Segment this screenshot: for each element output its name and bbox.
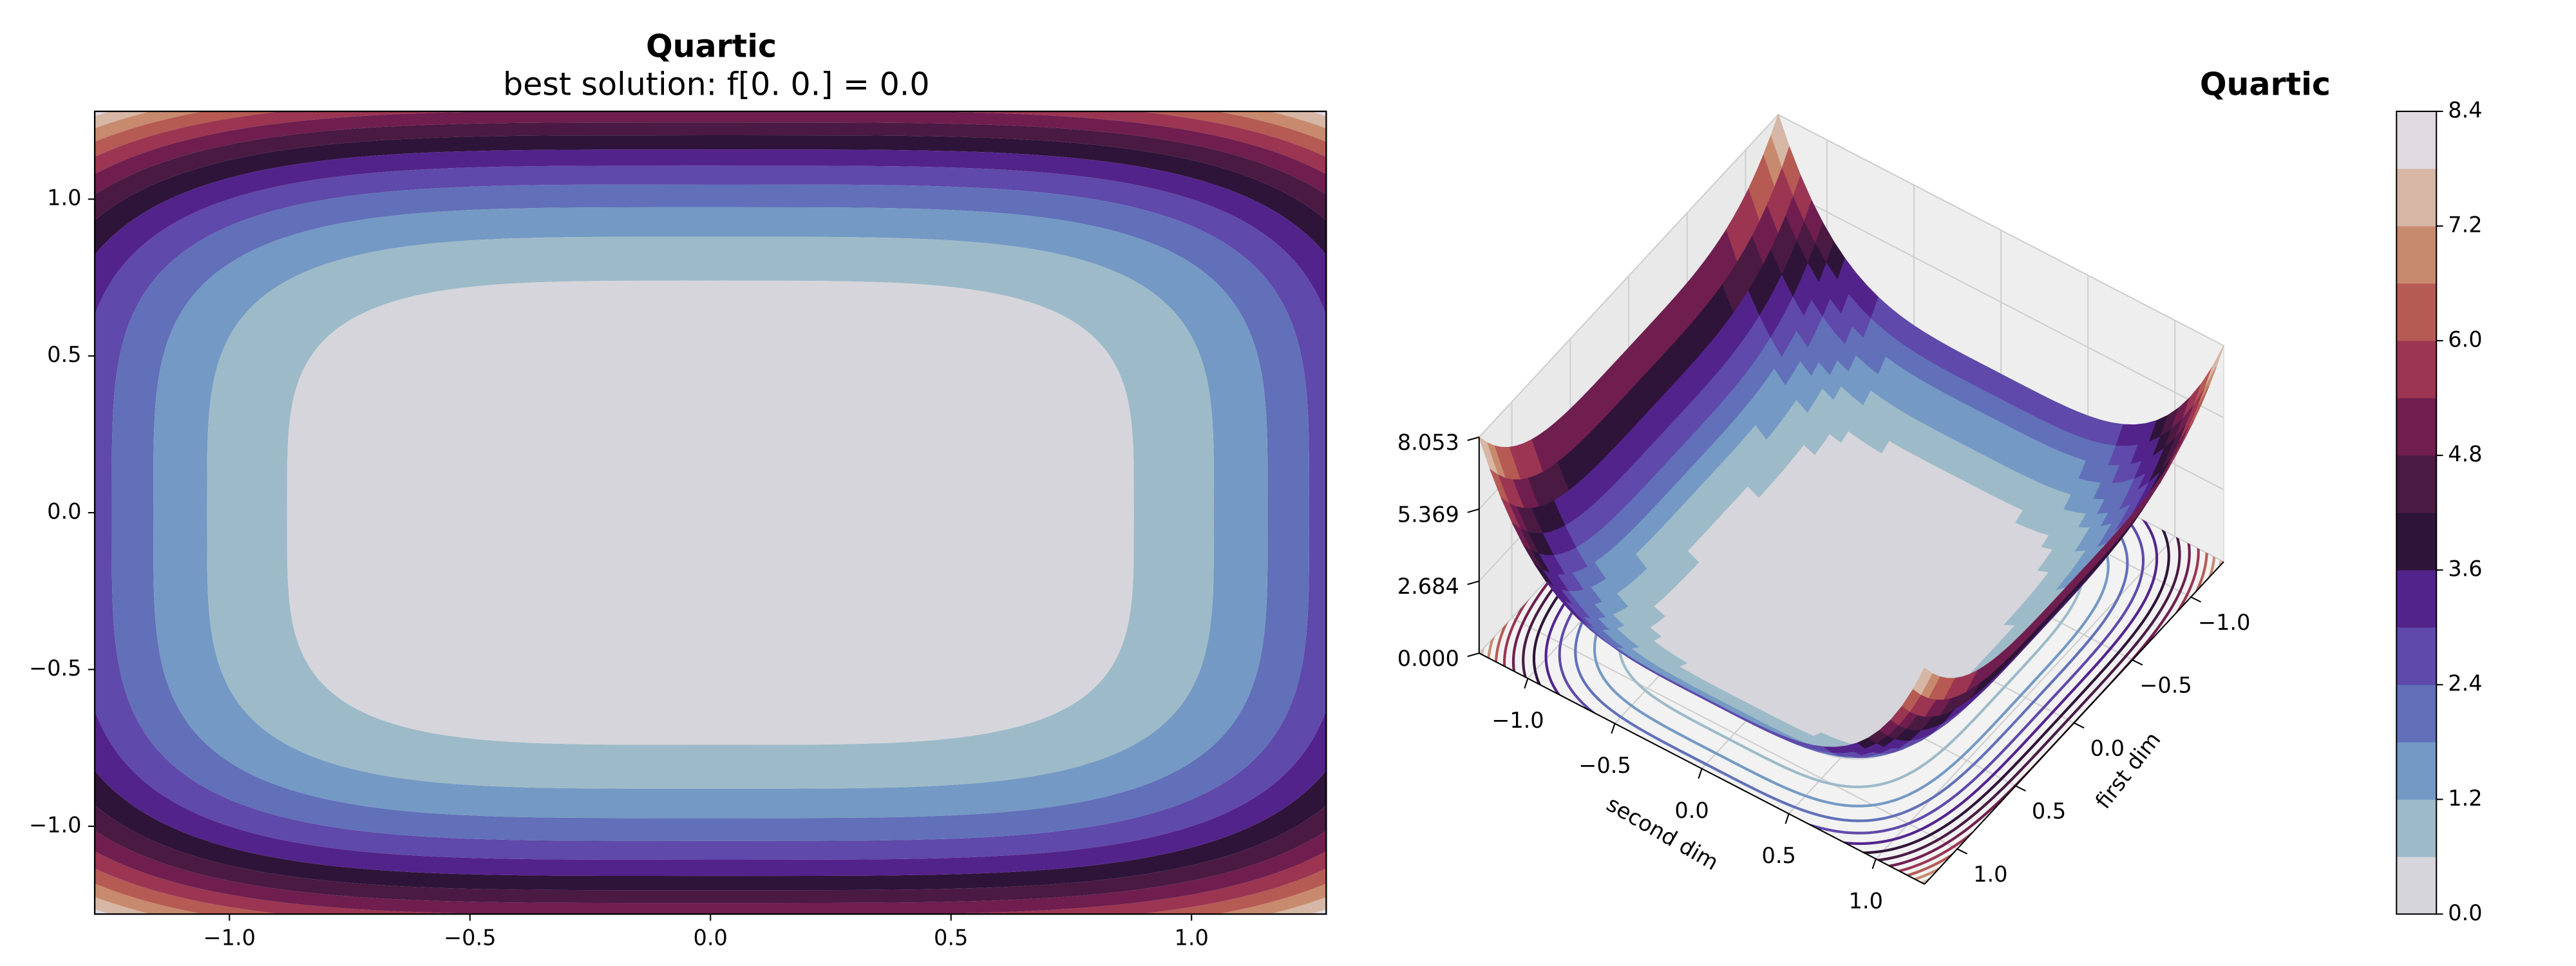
colorbar-band xyxy=(2396,799,2437,857)
y-tick-label: 0.0 xyxy=(1674,798,1709,823)
contour-band xyxy=(111,184,1309,841)
y-tick-label: −1.0 xyxy=(29,813,81,838)
colorbar-tick-label: 0.0 xyxy=(2448,900,2482,925)
colorbar-band xyxy=(2396,397,2437,456)
z-tick-label: 5.369 xyxy=(1397,502,1459,527)
x-tick-label: 0.0 xyxy=(694,925,728,951)
surface xyxy=(1478,113,2224,758)
colorbar-tick-label: 6.0 xyxy=(2448,327,2482,352)
contour-fills xyxy=(95,111,1327,914)
y-tick-label: 0.0 xyxy=(47,499,81,524)
z-tick xyxy=(1467,580,1480,585)
colorbar-band xyxy=(2396,283,2437,341)
axis-line xyxy=(1479,652,1925,885)
y-tick xyxy=(1524,678,1529,689)
z-tick xyxy=(1467,436,1480,441)
colorbar-band xyxy=(2396,684,2437,743)
contour-band xyxy=(287,280,1134,745)
y-tick-label: 0.5 xyxy=(1762,843,1796,868)
colorbar-band xyxy=(2396,111,2437,169)
z-tick xyxy=(1467,508,1480,513)
colorbar-tick-label: 7.2 xyxy=(2448,212,2482,237)
colorbar-band xyxy=(2396,856,2437,914)
colorbar: 0.0 1.2 2.4 3.6 4.8 6.0 7.2 8.4 xyxy=(2396,97,2483,925)
surface-facet xyxy=(1913,667,1933,696)
colorbar-tick-label: 4.8 xyxy=(2448,442,2482,467)
colorbar-tick-label: 2.4 xyxy=(2448,671,2482,696)
colorbar-band xyxy=(2396,741,2437,800)
z-tick-label: 8.053 xyxy=(1397,430,1459,455)
colorbar-band xyxy=(2396,455,2437,513)
y-tick-label: −1.0 xyxy=(1492,708,1544,733)
x-tick xyxy=(2190,596,2202,603)
y-tick xyxy=(1871,858,1877,869)
x-tick-label: 0.5 xyxy=(2032,799,2066,824)
colorbar-tick-label: 8.4 xyxy=(2448,97,2482,122)
grid-line xyxy=(1777,114,2224,346)
x-tick-label: −1.0 xyxy=(204,925,256,951)
x-tick xyxy=(2132,659,2143,666)
colorbar-band xyxy=(2396,340,2437,399)
surface-panel: −1.0 −0.5 0.0 0.5 1.0 −1.0 −0.5 0.0 0.5 1.0 0.000 2… xyxy=(1397,113,2250,913)
x-tick xyxy=(1956,848,1968,855)
colorbar-band xyxy=(2396,225,2437,284)
x-tick-label: 0.5 xyxy=(934,925,968,951)
z-tick-label: 2.684 xyxy=(1397,574,1459,599)
contour-band xyxy=(207,236,1215,789)
x-tick xyxy=(2015,785,2026,792)
chart-title: Quartic xyxy=(646,27,777,64)
chart-subtitle: best solution: f[0. 0.] = 0.0 xyxy=(503,66,930,103)
x-tick-label: −0.5 xyxy=(444,925,496,951)
y-tick-label: −0.5 xyxy=(29,656,81,681)
z-tick-label: 0.000 xyxy=(1397,646,1459,671)
y-tick xyxy=(1785,813,1790,824)
contour-panel: −1.0 −0.5 0.0 0.5 1.0 −1.0 −0.5 0.0 0.5 1.0 xyxy=(29,110,1327,951)
colorbar-band xyxy=(2396,168,2437,227)
x-tick-label: −1.0 xyxy=(2198,610,2250,635)
chart-title: Quartic xyxy=(2200,66,2331,103)
y-tick-label: 0.5 xyxy=(47,342,81,367)
colorbar-band xyxy=(2396,569,2437,628)
x-tick xyxy=(2074,722,2085,729)
grid-line xyxy=(1777,185,2224,419)
x-tick-label: 1.0 xyxy=(1973,862,2007,887)
z-tick xyxy=(1467,652,1480,658)
colorbar-frame xyxy=(2396,110,2438,915)
grid-line xyxy=(1875,536,2176,860)
colorbar-band xyxy=(2396,627,2437,685)
y-tick xyxy=(1698,768,1703,779)
colorbar-band xyxy=(2396,512,2437,571)
y-tick-label: 1.0 xyxy=(1849,888,1883,913)
y-tick xyxy=(1611,723,1616,734)
colorbar-tick-label: 3.6 xyxy=(2448,556,2482,582)
colorbar-tick-label: 1.2 xyxy=(2448,786,2482,811)
y-tick-label: 1.0 xyxy=(47,185,81,211)
y-tick-label: −0.5 xyxy=(1578,753,1631,778)
grid-line xyxy=(1479,114,1779,438)
x-tick-label: 0.0 xyxy=(2090,735,2125,761)
x-tick-label: −0.5 xyxy=(2139,673,2192,698)
contour-band xyxy=(153,207,1268,819)
x-tick-label: 1.0 xyxy=(1175,925,1209,951)
